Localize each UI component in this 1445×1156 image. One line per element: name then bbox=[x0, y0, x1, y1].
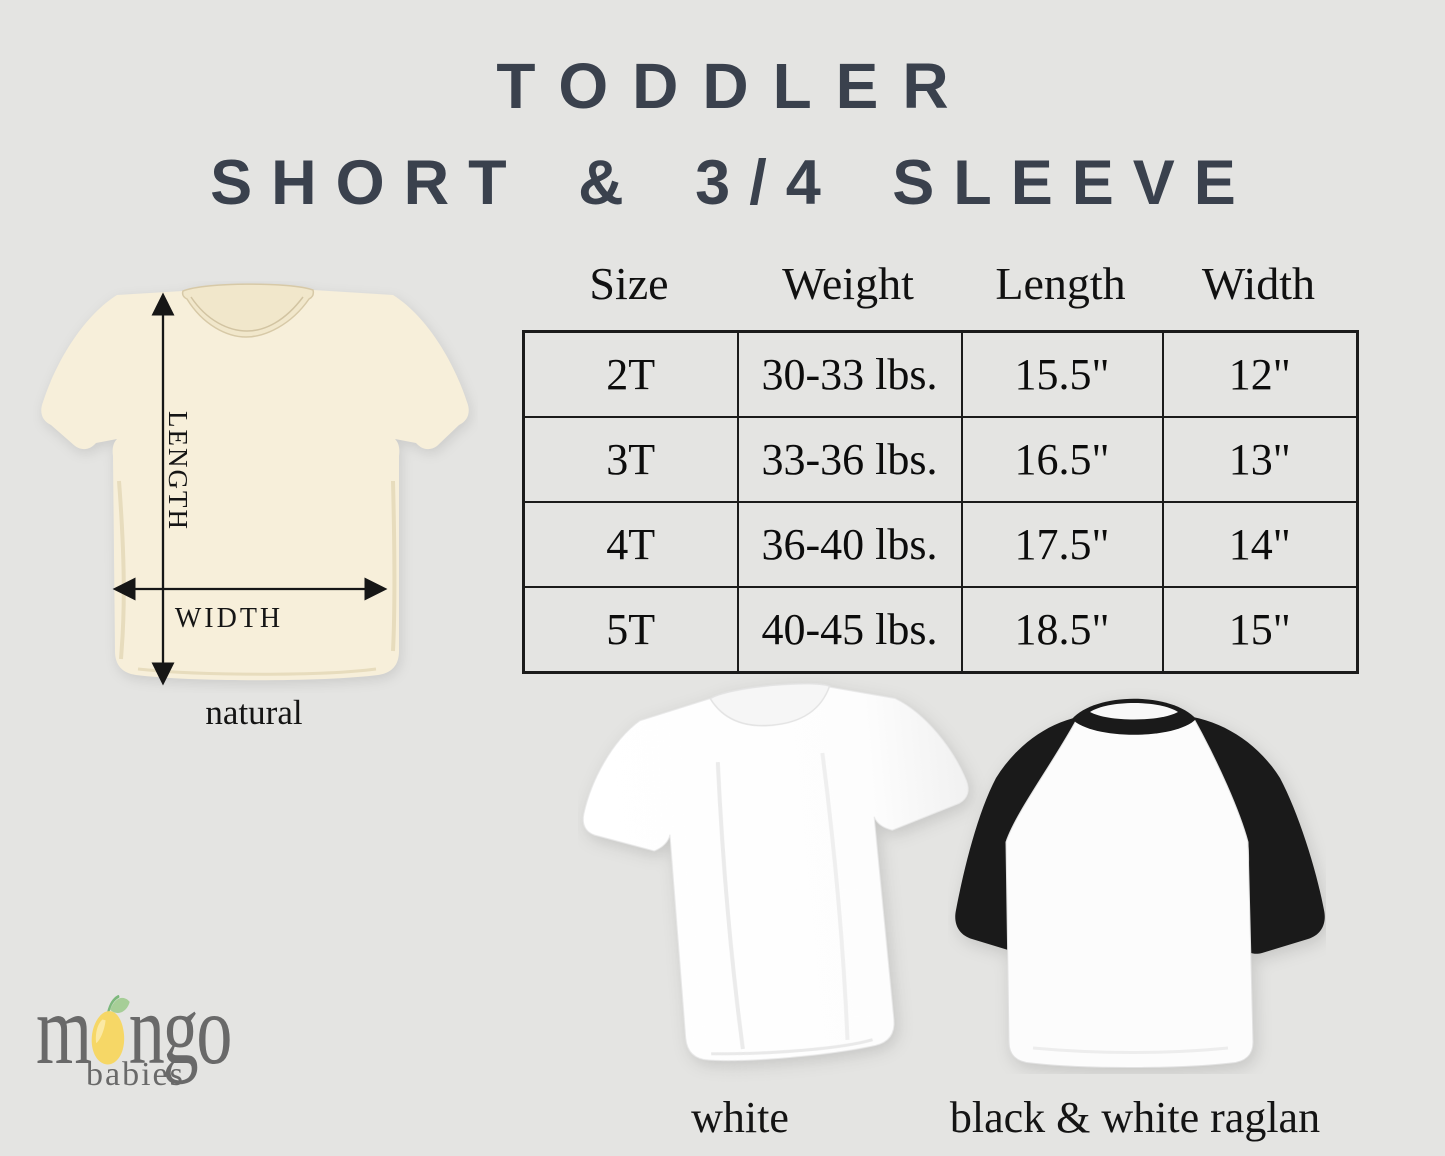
cell-width: 15" bbox=[1161, 586, 1359, 674]
raglan-body bbox=[1005, 716, 1254, 1068]
cell-width: 12" bbox=[1161, 330, 1359, 418]
page-title: TODDLER SHORT & 3/4 SLEEVE bbox=[0, 54, 1445, 215]
brand-logo: m ngo babies bbox=[36, 980, 306, 1094]
cell-length: 15.5" bbox=[960, 330, 1164, 418]
title-line-1: TODDLER bbox=[496, 50, 973, 122]
column-header-width: Width bbox=[1201, 258, 1316, 309]
size-table: 2T 30-33 lbs. 15.5" 12" 3T 33-36 lbs. 16… bbox=[522, 330, 1359, 674]
length-axis-label: LENGTH bbox=[163, 411, 193, 531]
cell-size: 2T bbox=[522, 330, 739, 418]
cell-size: 3T bbox=[522, 416, 739, 503]
column-header-length: Length bbox=[995, 258, 1126, 309]
mango-icon bbox=[91, 995, 130, 1065]
natural-tee-measurement-diagram: LENGTH WIDTH bbox=[41, 283, 469, 686]
cell-length: 18.5" bbox=[960, 586, 1164, 674]
cell-weight: 36-40 lbs. bbox=[736, 501, 963, 588]
raglan-right-sleeve bbox=[1193, 717, 1325, 954]
cell-length: 16.5" bbox=[960, 416, 1164, 503]
cell-width: 14" bbox=[1161, 501, 1359, 588]
cell-length: 17.5" bbox=[960, 501, 1164, 588]
cell-weight: 33-36 lbs. bbox=[736, 416, 963, 503]
white-shirt-label: white bbox=[691, 1093, 789, 1142]
cell-weight: 30-33 lbs. bbox=[736, 330, 963, 418]
logo-text-prefix: m bbox=[36, 974, 92, 1085]
natural-shirt-label: natural bbox=[205, 693, 303, 732]
raglan-shirt-label: black & white raglan bbox=[949, 1093, 1321, 1142]
table-row: 5T 40-45 lbs. 18.5" 15" bbox=[522, 586, 1359, 674]
cell-size: 5T bbox=[522, 586, 739, 674]
width-axis-label: WIDTH bbox=[175, 603, 283, 634]
table-row: 3T 33-36 lbs. 16.5" 13" bbox=[522, 416, 1359, 503]
white-tee-image bbox=[582, 682, 969, 1062]
column-header-weight: Weight bbox=[782, 258, 914, 309]
size-table-header-row: Size Weight Length Width bbox=[522, 250, 1356, 314]
table-row: 2T 30-33 lbs. 15.5" 12" bbox=[522, 330, 1359, 418]
brand-logo-wordmark: m ngo bbox=[36, 980, 232, 1080]
cell-width: 13" bbox=[1161, 416, 1359, 503]
raglan-tee-image bbox=[955, 698, 1325, 1068]
table-row: 4T 36-40 lbs. 17.5" 14" bbox=[522, 501, 1359, 588]
raglan-left-sleeve bbox=[955, 717, 1078, 954]
cell-size: 4T bbox=[522, 501, 739, 588]
cell-weight: 40-45 lbs. bbox=[736, 586, 963, 674]
column-header-size: Size bbox=[589, 258, 669, 309]
logo-text-suffix: ngo bbox=[128, 974, 233, 1085]
title-line-2: SHORT & 3/4 SLEEVE bbox=[210, 148, 1255, 218]
